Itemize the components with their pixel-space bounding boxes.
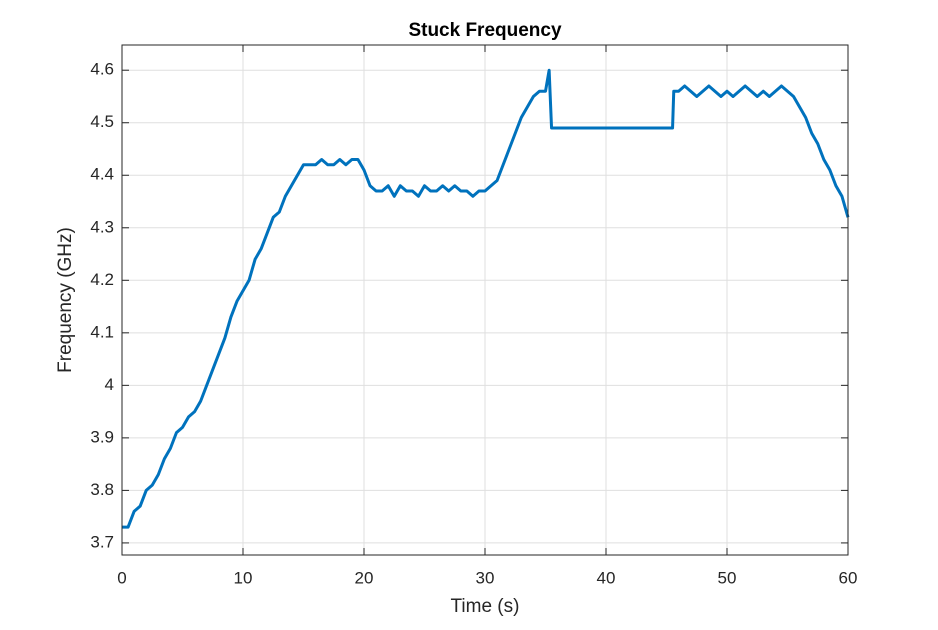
x-tick-label: 40 — [597, 568, 616, 587]
x-tick-label: 30 — [476, 568, 495, 587]
x-tick-label: 20 — [355, 568, 374, 587]
y-tick-label: 4.1 — [90, 322, 114, 341]
x-tick-label: 60 — [839, 568, 858, 587]
y-tick-label: 3.7 — [90, 532, 114, 551]
x-tick-label: 10 — [234, 568, 253, 587]
y-tick-label: 4.5 — [90, 112, 114, 131]
y-tick-label: 4.2 — [90, 270, 114, 289]
y-tick-label: 3.8 — [90, 480, 114, 499]
axes-box — [121, 44, 849, 556]
data-line — [122, 68, 850, 529]
x-tick-label: 0 — [117, 568, 126, 587]
x-tick-label: 50 — [718, 568, 737, 587]
y-tick-label: 4.6 — [90, 60, 114, 79]
y-tick-label: 4.4 — [90, 165, 114, 184]
y-axis-label: Frequency (GHz) — [55, 227, 76, 373]
chart-title: Stuck Frequency — [408, 20, 562, 41]
y-tick-label: 4.3 — [90, 217, 114, 236]
x-axis-label: Time (s) — [451, 596, 520, 617]
y-tick-label: 4 — [105, 375, 114, 394]
y-tick-label: 3.9 — [90, 427, 114, 446]
